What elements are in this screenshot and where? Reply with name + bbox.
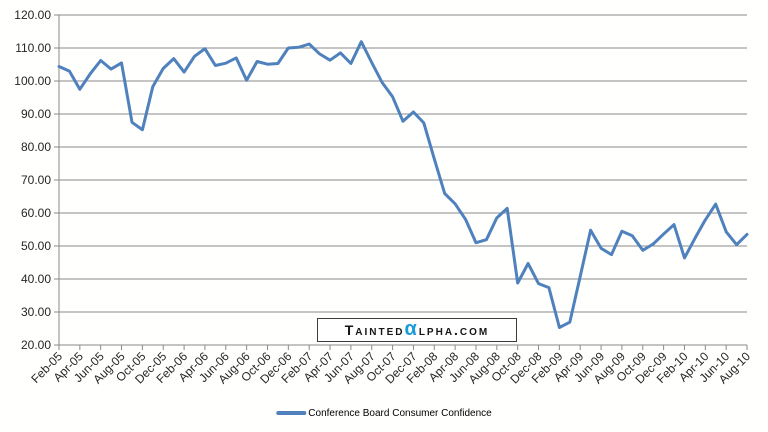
y-axis-tick-label: 50.00 (21, 239, 51, 253)
x-axis-labels: Feb-05Apr-05Jun-05Aug-05Oct-05Dec-05Feb-… (28, 349, 753, 386)
legend: Conference Board Consumer Confidence (276, 406, 492, 420)
y-axis-tick-label: 30.00 (21, 305, 51, 319)
y-axis-labels: 120.00 110.00 100.00 90.00 80.00 70.00 60.00 50… (14, 8, 51, 352)
watermark-alpha-glyph: α (404, 318, 419, 340)
y-axis-tick-label: 80.00 (21, 140, 51, 154)
legend-series-label: Conference Board Consumer Confidence (308, 407, 492, 419)
legend-line-swatch (276, 411, 307, 415)
gridlines (59, 14, 747, 313)
y-axis-tick-label: 110.00 (15, 41, 51, 55)
watermark-text-before: Tainted (344, 322, 405, 338)
y-axis-tick-label: 20.00 (21, 338, 51, 352)
y-axis-tick-label: 60.00 (21, 206, 51, 220)
y-axis-tick-label: 90.00 (21, 107, 51, 121)
axes (54, 14, 748, 350)
confidence-series-line (57, 40, 749, 329)
watermark-taintedalpha: Tainted α lpha.com (317, 318, 517, 342)
y-axis-tick-label: 40.00 (21, 272, 51, 286)
watermark-text-after: lpha.com (418, 322, 490, 338)
y-axis-tick-label: 70.00 (21, 173, 51, 187)
y-axis-tick-label: 100.00 (14, 74, 51, 88)
y-axis-tick-label: 120.00 (14, 8, 51, 22)
